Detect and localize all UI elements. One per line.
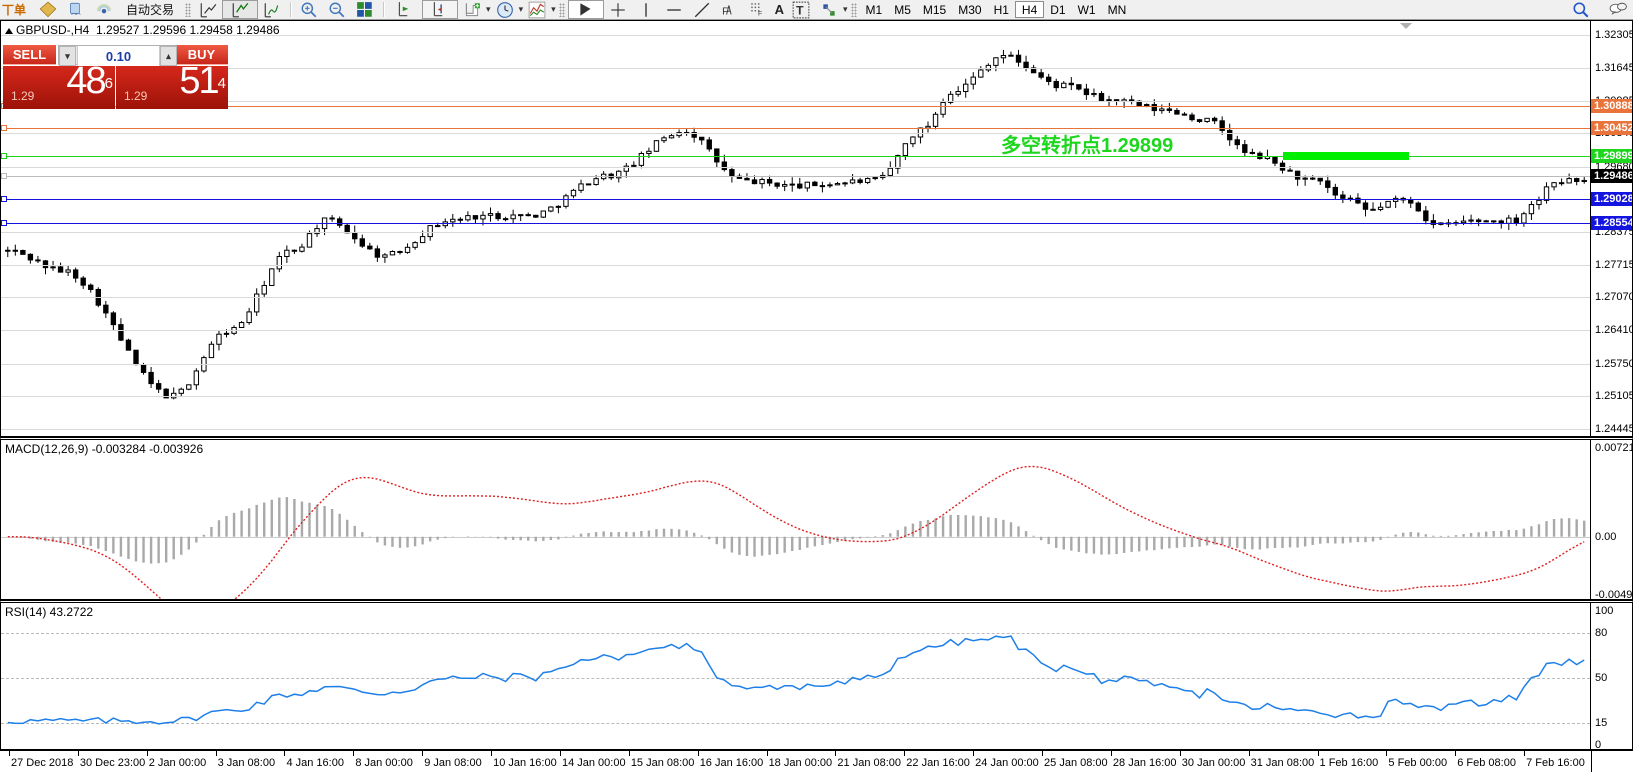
svg-text:F: F (758, 10, 762, 17)
svg-text:T: T (796, 3, 804, 17)
